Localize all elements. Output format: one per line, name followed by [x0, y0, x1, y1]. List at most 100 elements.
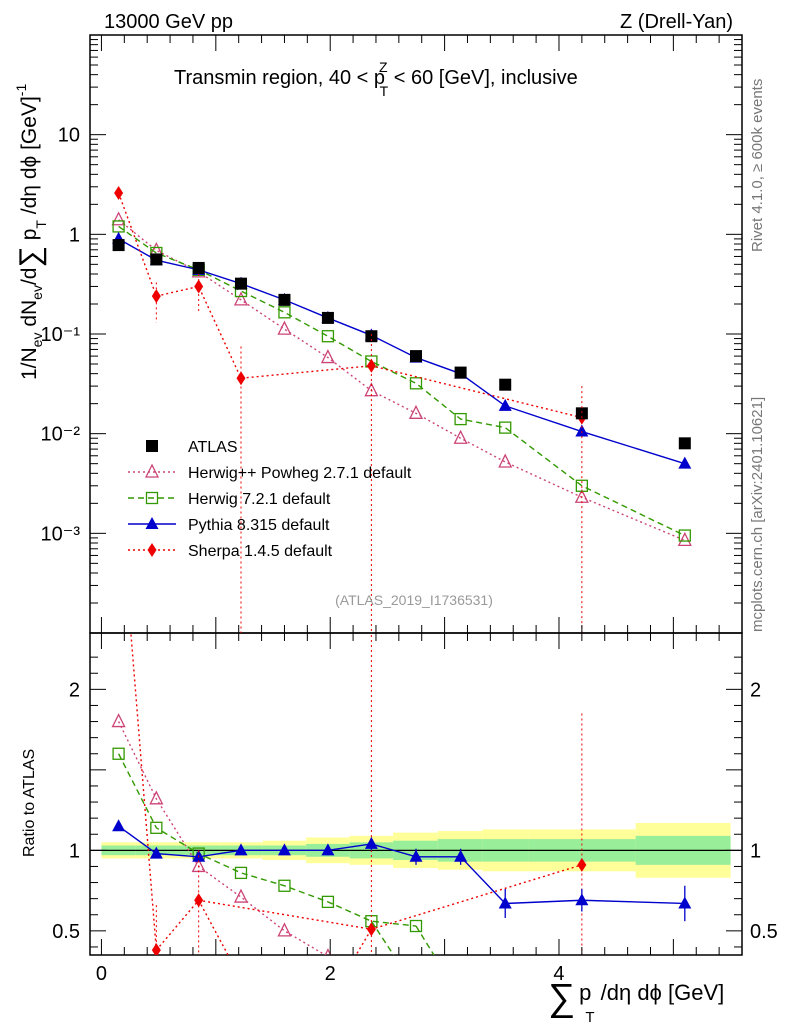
ratio-plot-area — [90, 633, 742, 955]
legend-marker — [147, 543, 157, 557]
ratio-data-point — [234, 866, 248, 880]
series-4 — [114, 185, 587, 425]
legend-label: Pythia 8.315 default — [188, 517, 330, 534]
ratio-offscale — [130, 633, 686, 955]
y-tick-label: 1 — [69, 224, 80, 246]
ratio-series-line — [117, 753, 417, 927]
title-sup: Z — [379, 59, 388, 75]
ratio-y-tick-label: 1 — [69, 840, 80, 862]
main-plot-area — [111, 185, 692, 633]
offscale-line — [355, 928, 372, 955]
ratio-y-tick-label: 2 — [69, 679, 80, 701]
ratio-y-tick-label-right: 1 — [750, 840, 761, 862]
plot-title: Transmin region, 40 < pZ T < 60 [GeV], in… — [174, 59, 578, 99]
data-point — [111, 211, 126, 226]
axis-ticks: 10⁻³ 10⁻² 10⁻¹ 1 10 0 2 4 0.5 0.5 1 1 2 2 — [41, 35, 778, 985]
x-tick-label: 2 — [325, 963, 336, 985]
data-point — [233, 291, 249, 306]
offscale-line — [198, 899, 229, 955]
data-point — [498, 398, 512, 411]
rivet-label: Rivet 4.1.0, ≥ 600k events — [749, 79, 766, 252]
data-point — [150, 253, 163, 266]
y-tick-label: 10⁻² — [41, 424, 81, 446]
ratio-data-point — [111, 713, 126, 728]
data-point — [278, 293, 291, 306]
ratio-data-point — [149, 790, 164, 805]
y-tick-label: 10⁻³ — [41, 523, 81, 545]
ratio-series-line — [155, 864, 583, 951]
ratio-series-line — [118, 825, 685, 905]
offscale-line — [130, 633, 158, 951]
ratio-data-point — [233, 888, 249, 903]
data-point — [321, 330, 335, 343]
data-point — [114, 185, 124, 200]
data-point — [677, 531, 692, 547]
series-line — [118, 238, 686, 465]
series-line — [118, 219, 686, 542]
data-point — [151, 289, 161, 304]
data-point — [365, 330, 378, 343]
y-tick-label: 10⁻¹ — [41, 324, 81, 346]
xlabel: ∑ p T /dη dϕ [GeV] — [548, 977, 724, 1024]
series-line — [118, 225, 686, 537]
ratio-data-point — [112, 747, 125, 760]
data-point — [678, 437, 691, 450]
ratio-series-3 — [151, 857, 587, 955]
legend-label: ATLAS — [188, 439, 238, 456]
data-point — [409, 377, 423, 390]
ratio-data-point — [278, 879, 291, 892]
ratio-series-0 — [111, 713, 332, 955]
data-point — [277, 320, 292, 335]
data-point — [321, 311, 334, 324]
ratio-data-point — [321, 895, 335, 909]
ratio-y-tick-label-right: 2 — [750, 679, 761, 701]
ratio-data-point — [150, 821, 163, 834]
data-point — [575, 424, 589, 437]
ratio-series-line — [117, 721, 327, 955]
ratio-data-point — [112, 819, 126, 832]
y-tick-label: 10 — [58, 125, 80, 147]
offscale-line — [415, 925, 435, 955]
data-point — [320, 349, 335, 364]
data-point — [678, 456, 692, 469]
legend-label: Herwig 7.2.1 default — [188, 491, 331, 508]
ratio-y-tick-label: 0.5 — [52, 921, 80, 943]
analysis-watermark: (ATLAS_2019_I1736531) — [335, 592, 493, 608]
main-ylabel: 1/Nev dNev/d∑ pT /dη dϕ [GeV]-1 — [13, 84, 49, 380]
ratio-y-tick-label-right: 0.5 — [750, 921, 778, 943]
legend-label: Sherpa 1.4.5 default — [188, 543, 333, 560]
data-point — [192, 261, 205, 274]
ratio-panel-frame — [89, 632, 743, 956]
legend-marker — [144, 463, 160, 478]
offscale-line — [370, 920, 395, 955]
data-point — [453, 429, 468, 444]
ratio-ylabel: Ratio to ATLAS — [21, 749, 38, 857]
data-point — [410, 350, 422, 363]
data-point — [499, 378, 512, 391]
ratio-data-point — [149, 846, 163, 859]
legend: ATLAS Herwig++ Powheg 2.7.1 default Herwig… — [128, 439, 412, 560]
mcplots-label: mcplots.cern.ch [arXiv:2401.10621] — [749, 397, 766, 632]
x-tick-label: 0 — [96, 963, 107, 985]
ratio-series-1 — [112, 747, 423, 933]
data-point — [194, 279, 204, 294]
ratio-data-point — [409, 919, 423, 933]
data-point — [678, 529, 691, 542]
header-right: Z (Drell-Yan) — [620, 11, 733, 33]
data-point — [498, 453, 513, 468]
data-point — [234, 277, 247, 290]
ratio-data-point — [277, 922, 292, 937]
legend-marker — [146, 440, 158, 452]
x-tick-label: 4 — [553, 963, 564, 985]
title-sub: T — [380, 83, 389, 99]
data-point — [575, 407, 588, 420]
legend-marker — [145, 491, 159, 505]
legend-label: Herwig++ Powheg 2.7.1 default — [188, 465, 412, 482]
data-point — [408, 404, 424, 419]
header-left: 13000 GeV pp — [104, 11, 233, 33]
data-point — [499, 421, 512, 434]
series-line — [117, 192, 583, 419]
legend-marker — [145, 517, 159, 529]
series-0 — [112, 239, 691, 450]
